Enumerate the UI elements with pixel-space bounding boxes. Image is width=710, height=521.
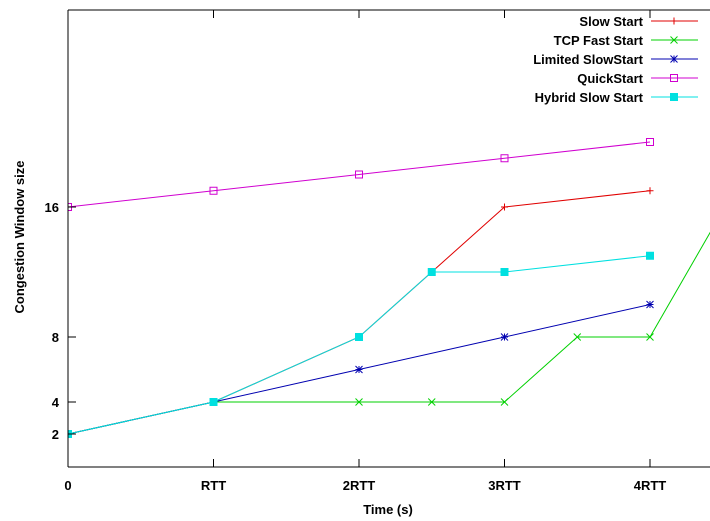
legend-label: QuickStart: [577, 71, 643, 86]
x-tick-label: RTT: [201, 478, 226, 493]
data-point-0-4: [501, 203, 508, 211]
y-tick-label: 4: [52, 395, 60, 410]
legend-marker-2: [670, 55, 678, 63]
series-line-0: [68, 190, 651, 435]
data-point-1-4: [500, 398, 509, 406]
plot-area: [68, 138, 710, 438]
legend-label: TCP Fast Start: [554, 33, 644, 48]
data-point-1-6: [646, 333, 654, 341]
data-point-1-5: [573, 333, 582, 341]
data-point-2-4: [646, 300, 654, 309]
y-tick-label: 2: [52, 427, 59, 442]
data-point-1-3: [427, 398, 436, 406]
x-tick-label: 4RTT: [634, 478, 667, 493]
legend-label: Slow Start: [579, 14, 643, 29]
legend-marker-1: [670, 36, 678, 44]
x-axis-title: Time (s): [363, 502, 413, 517]
series-line-1: [68, 231, 710, 435]
y-tick-label: 16: [45, 200, 59, 215]
y-axis-title: Congestion Window size: [12, 161, 27, 314]
data-point-4-4: [500, 268, 509, 276]
legend-marker-4: [670, 93, 678, 101]
legend-label: Hybrid Slow Start: [535, 90, 644, 105]
legend-marker-0: [670, 17, 678, 25]
legend: Slow Start TCP Fast Start Limited SlowStar…: [533, 14, 698, 105]
x-tick-label: 3RTT: [488, 478, 521, 493]
data-point-4-1: [209, 398, 218, 406]
data-point-2-3: [500, 333, 509, 341]
y-tick-label: 8: [52, 330, 59, 345]
data-point-3-4: [646, 138, 654, 146]
data-point-4-2: [355, 333, 363, 341]
data-point-3-1: [209, 186, 218, 195]
x-tick-label: 2RTT: [343, 478, 376, 493]
axes: 0 RTT 2RTT 3RTT 4RTT 2 4 8 16: [45, 9, 710, 493]
data-point-3-3: [500, 154, 509, 163]
data-point-1-2: [355, 398, 363, 406]
x-tick-label: 0: [64, 478, 71, 493]
data-point-4-3: [427, 268, 436, 276]
legend-marker-3: [670, 74, 678, 82]
data-point-4-5: [646, 251, 654, 260]
data-point-0-5: [646, 187, 654, 195]
data-point-3-2: [355, 170, 363, 179]
series-line-4: [68, 255, 651, 435]
legend-label: Limited SlowStart: [533, 52, 643, 67]
data-point-2-2: [355, 365, 363, 374]
series-line-3: [68, 141, 651, 208]
